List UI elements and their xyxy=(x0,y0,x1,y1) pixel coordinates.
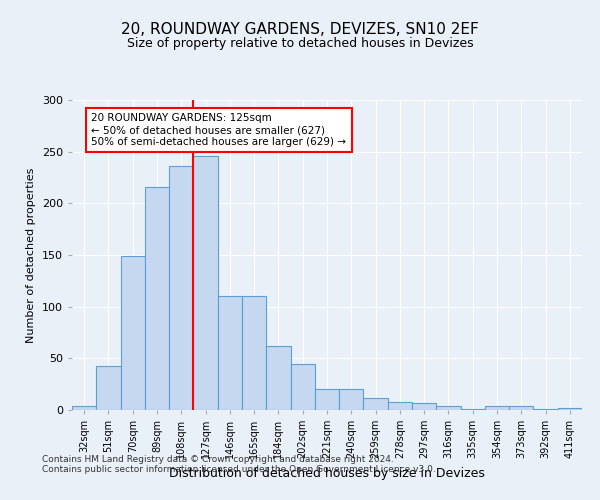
Bar xyxy=(72,406,96,410)
Bar xyxy=(533,409,558,410)
Bar xyxy=(290,364,315,410)
Bar xyxy=(485,406,509,410)
X-axis label: Distribution of detached houses by size in Devizes: Distribution of detached houses by size … xyxy=(169,466,485,479)
Bar xyxy=(96,366,121,410)
Bar xyxy=(242,296,266,410)
Text: Size of property relative to detached houses in Devizes: Size of property relative to detached ho… xyxy=(127,38,473,51)
Bar xyxy=(315,390,339,410)
Text: Contains HM Land Registry data © Crown copyright and database right 2024.: Contains HM Land Registry data © Crown c… xyxy=(42,456,394,464)
Bar xyxy=(558,408,582,410)
Text: 20, ROUNDWAY GARDENS, DEVIZES, SN10 2EF: 20, ROUNDWAY GARDENS, DEVIZES, SN10 2EF xyxy=(121,22,479,38)
Bar xyxy=(461,409,485,410)
Bar xyxy=(218,296,242,410)
Bar xyxy=(388,402,412,410)
Bar xyxy=(193,156,218,410)
Bar xyxy=(339,390,364,410)
Bar xyxy=(509,406,533,410)
Bar xyxy=(145,187,169,410)
Text: Contains public sector information licensed under the Open Government Licence v3: Contains public sector information licen… xyxy=(42,466,436,474)
Bar xyxy=(364,398,388,410)
Text: 20 ROUNDWAY GARDENS: 125sqm
← 50% of detached houses are smaller (627)
50% of se: 20 ROUNDWAY GARDENS: 125sqm ← 50% of det… xyxy=(91,114,346,146)
Y-axis label: Number of detached properties: Number of detached properties xyxy=(26,168,36,342)
Bar xyxy=(412,403,436,410)
Bar xyxy=(169,166,193,410)
Bar xyxy=(121,256,145,410)
Bar xyxy=(436,406,461,410)
Bar xyxy=(266,346,290,410)
